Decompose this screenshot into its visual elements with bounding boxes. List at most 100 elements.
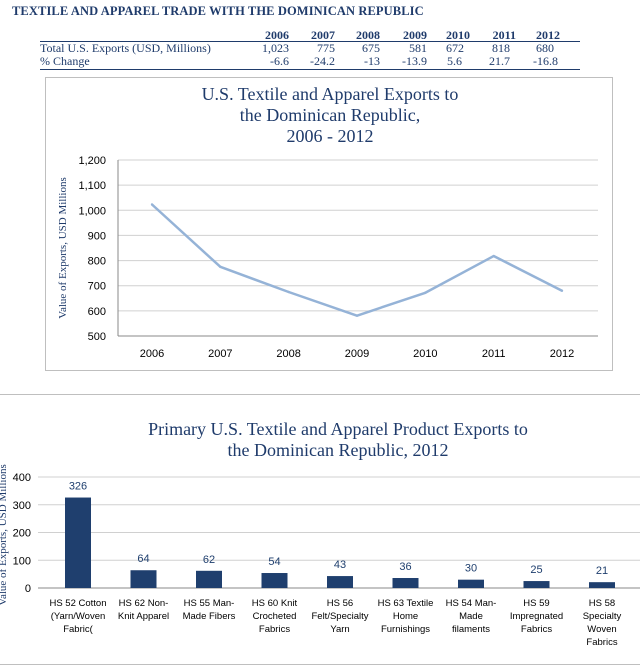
x-category-label: Felt/Specialty — [311, 611, 368, 622]
x-tick-label: 2007 — [208, 348, 232, 360]
chart-title-line: U.S. Textile and Apparel Exports to — [202, 84, 459, 104]
year-cell: 2007 — [311, 28, 335, 42]
bar-value-label: 43 — [334, 559, 346, 571]
bar-value-label: 36 — [399, 561, 411, 573]
x-category-label: HS 54 Man- — [446, 598, 497, 609]
x-category-label: Furnishings — [381, 624, 430, 635]
x-category-label: Made — [459, 611, 483, 622]
y-tick-label: 100 — [13, 555, 31, 567]
x-category-label: HS 58 — [589, 598, 615, 609]
value-cell: -16.8 — [533, 54, 558, 68]
series-line — [151, 203, 563, 317]
bar — [196, 570, 222, 588]
y-tick-label: 400 — [13, 472, 31, 484]
data-point — [150, 203, 154, 206]
bar — [458, 579, 484, 588]
x-category-label: Knit Apparel — [118, 611, 169, 622]
value-cell: 5.6 — [447, 54, 462, 68]
y-tick-label: 300 — [13, 500, 31, 512]
x-tick-label: 2008 — [276, 348, 300, 360]
y-tick-label: 800 — [88, 256, 106, 268]
x-category-label: Home — [393, 611, 418, 622]
page-header: TEXTILE AND APPAREL TRADE WITH THE DOMIN… — [12, 4, 424, 18]
bar-value-label: 30 — [465, 563, 477, 575]
bar-chart: Primary U.S. Textile and Apparel Product… — [0, 419, 640, 648]
x-category-label: HS 52 Cotton — [49, 598, 106, 609]
value-cell: 581 — [409, 41, 427, 55]
x-category-label: HS 63 Textile — [378, 598, 434, 609]
chart-title-line: the Dominican Republic, — [240, 105, 420, 125]
data-point — [287, 290, 290, 294]
year-cell: 2010 — [446, 28, 470, 42]
year-cell: 2006 — [265, 28, 289, 42]
value-cell: -13.9 — [402, 54, 427, 68]
y-tick-label: 900 — [88, 230, 106, 242]
row-label: Total U.S. Exports (USD, Millions) — [40, 41, 211, 55]
value-cell: 775 — [317, 41, 335, 55]
x-category-label: Made Fibers — [183, 611, 236, 622]
y-tick-label: 500 — [88, 331, 106, 343]
section-divider — [0, 664, 640, 665]
y-tick-label: 200 — [13, 528, 31, 540]
x-tick-label: 2010 — [413, 348, 437, 360]
x-tick-label: 2012 — [550, 348, 574, 360]
x-category-label: Fabrics — [259, 624, 290, 635]
x-category-label: (Yarn/Woven — [51, 611, 106, 622]
x-category-label: Fabric( — [63, 624, 93, 635]
section-divider — [0, 394, 640, 395]
bar-value-label: 54 — [268, 556, 280, 568]
bar-value-label: 64 — [137, 553, 149, 565]
y-tick-label: 1,100 — [78, 180, 106, 192]
bar — [327, 576, 353, 588]
year-cell: 2012 — [536, 28, 560, 42]
x-category-label: HS 56 — [327, 598, 353, 609]
bar-value-label: 62 — [203, 554, 215, 566]
x-category-label: HS 62 Non- — [119, 598, 169, 609]
chart-title-line: Primary U.S. Textile and Apparel Product… — [148, 419, 528, 439]
data-point — [424, 291, 427, 294]
value-cell: -13 — [364, 54, 380, 68]
bar-value-label: 25 — [530, 564, 542, 576]
data-point — [560, 289, 564, 292]
data-point — [355, 314, 359, 317]
x-category-label: HS 60 Knit — [252, 598, 298, 609]
year-cell: 2009 — [403, 28, 427, 42]
year-cell: 2008 — [356, 28, 380, 42]
value-cell: 680 — [536, 41, 554, 55]
value-cell: -24.2 — [310, 54, 335, 68]
y-tick-label: 1,200 — [78, 155, 106, 167]
trade-table: 2006 2007 2008 2009 2010 2011 2012 Total… — [40, 28, 580, 68]
x-category-label: Woven — [587, 624, 616, 635]
y-axis-label: Value of Exports, USD Millions — [0, 464, 9, 605]
line-chart-frame — [45, 77, 613, 371]
x-category-label: HS 59 — [523, 598, 549, 609]
bar-value-label: 21 — [596, 565, 608, 577]
year-header-row: 2006 2007 2008 2009 2010 2011 2012 — [40, 28, 580, 42]
bar — [65, 497, 91, 588]
value-cell: -6.6 — [270, 54, 289, 68]
x-category-label: Fabrics — [586, 637, 617, 648]
exports-row: Total U.S. Exports (USD, Millions) 1,023… — [40, 41, 580, 55]
x-category-label: filaments — [452, 624, 490, 635]
x-tick-label: 2011 — [482, 348, 506, 360]
value-cell: 672 — [446, 41, 464, 55]
y-tick-label: 700 — [88, 281, 106, 293]
table-rule — [40, 69, 580, 70]
row-label: % Change — [40, 54, 90, 68]
table-rule — [40, 41, 580, 42]
x-tick-label: 2009 — [345, 348, 369, 360]
y-tick-label: 1,000 — [78, 205, 106, 217]
y-axis-label: Value of Exports, USD Millions — [57, 177, 69, 318]
value-cell: 818 — [492, 41, 510, 55]
x-category-label: Fabrics — [521, 624, 552, 635]
bar — [392, 578, 419, 588]
bar — [589, 582, 615, 588]
value-cell: 1,023 — [262, 41, 289, 55]
data-point — [219, 265, 222, 269]
bar — [130, 570, 157, 588]
bar — [523, 581, 550, 588]
y-tick-label: 600 — [88, 306, 106, 318]
x-category-label: Specialty — [583, 611, 622, 622]
bar-value-label: 326 — [69, 481, 87, 493]
